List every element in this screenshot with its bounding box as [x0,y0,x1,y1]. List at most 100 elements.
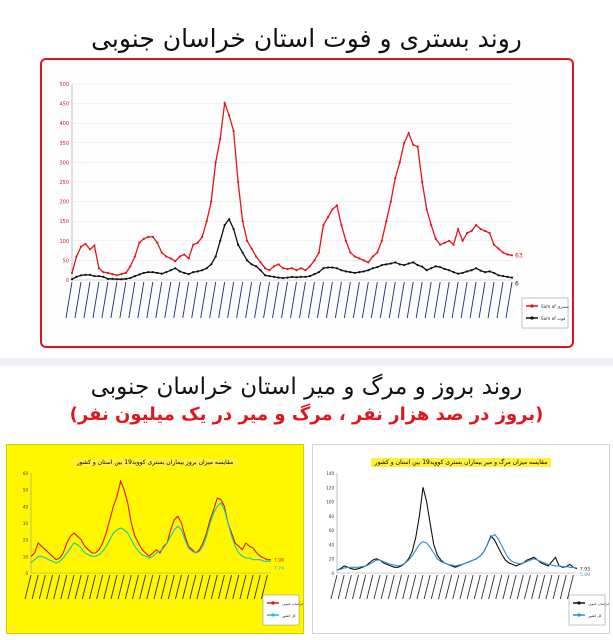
legend-marker [577,613,581,617]
data-point [183,271,186,275]
x-tick-label [246,574,254,600]
x-tick-label [366,574,374,600]
data-point [178,270,181,273]
x-tick-label [334,281,342,319]
legend-marker [530,304,534,308]
data-point [151,271,154,274]
data-point [286,276,289,279]
x-tick-label [191,281,199,319]
data-point [304,269,307,272]
data-point [97,274,101,278]
series-line [30,479,271,561]
data-point [246,259,249,262]
x-tick-label [397,281,405,319]
data-point [124,277,127,280]
data-point [219,137,222,140]
end-value-label: 7.93 [580,567,590,573]
data-point [488,231,491,235]
x-tick-label [380,574,388,600]
x-tick-label [566,574,574,600]
x-tick-label [466,574,474,600]
legend-entry: خراسان جنوبی [282,602,303,606]
x-tick-label [236,281,244,319]
data-point [362,270,365,273]
data-point [407,262,410,265]
y-tick-label: 350 [59,141,69,147]
y-tick-label: 400 [59,121,69,127]
x-tick-label [146,574,154,600]
data-point [210,263,213,266]
data-point [138,241,141,244]
data-point [340,269,343,272]
data-point [201,235,204,238]
x-tick-label [53,574,61,600]
y-tick-label: 50 [63,258,69,264]
legend-entry: کل کشور [281,614,296,618]
data-point [210,200,213,203]
x-tick-label [227,281,235,319]
data-point [317,271,321,274]
x-tick-label [74,281,82,319]
x-tick-label [478,281,486,319]
x-tick-label [352,281,360,319]
data-point [344,239,347,242]
data-point [371,267,374,270]
data-point [281,267,285,270]
data-point [93,244,96,247]
mortality-chart-title: مقایسه میزان مرگ و میر بیماران بستری کوو… [313,458,609,467]
data-point [75,275,78,278]
x-tick-label [330,574,338,600]
x-tick-label [146,281,154,319]
data-point [470,229,473,233]
data-point [295,269,298,272]
incidence-chart-title: مقایسه میزان بروز بیماران بستری کووید19 … [7,458,303,467]
x-tick-label [502,574,510,600]
x-tick-label [379,281,387,319]
data-point [362,259,365,262]
y-tick-label: 120 [326,485,334,490]
data-point [349,271,352,274]
data-point [290,275,294,278]
data-point [165,255,168,258]
data-point [70,278,74,281]
y-tick-label: 80 [329,514,335,519]
x-tick-label [139,574,147,600]
data-point [457,227,460,231]
legend-marker [271,613,275,617]
x-tick-label [254,281,262,319]
data-point [133,255,136,258]
y-tick-label: 450 [59,102,69,108]
data-point [263,274,267,277]
legend-marker [271,601,275,605]
x-tick-label [299,281,306,319]
data-point [317,251,321,254]
data-point [232,227,235,231]
x-tick-label [442,281,450,319]
x-tick-label [290,281,297,319]
x-tick-label [119,281,127,319]
end-value-label: 6 [515,281,519,288]
x-tick-label [552,574,560,600]
x-tick-label [225,574,233,600]
x-tick-label [352,574,359,600]
data-point [120,278,123,281]
y-tick-label: 100 [59,239,69,245]
x-tick-label [359,574,367,600]
x-tick-label [316,281,324,319]
data-point [385,263,388,266]
legend-marker [577,601,581,605]
data-point [443,267,446,271]
end-value-label: 7.74 [274,565,284,571]
data-point [115,274,118,277]
data-point [214,255,217,258]
data-point [470,269,473,272]
y-tick-label: 10 [23,554,29,559]
x-tick-label [65,281,73,319]
x-tick-label [160,574,168,600]
data-point [492,271,496,275]
data-point [151,235,154,238]
data-point [510,276,514,279]
x-tick-label [200,281,208,319]
data-point [254,255,258,258]
x-tick-label [308,281,315,319]
